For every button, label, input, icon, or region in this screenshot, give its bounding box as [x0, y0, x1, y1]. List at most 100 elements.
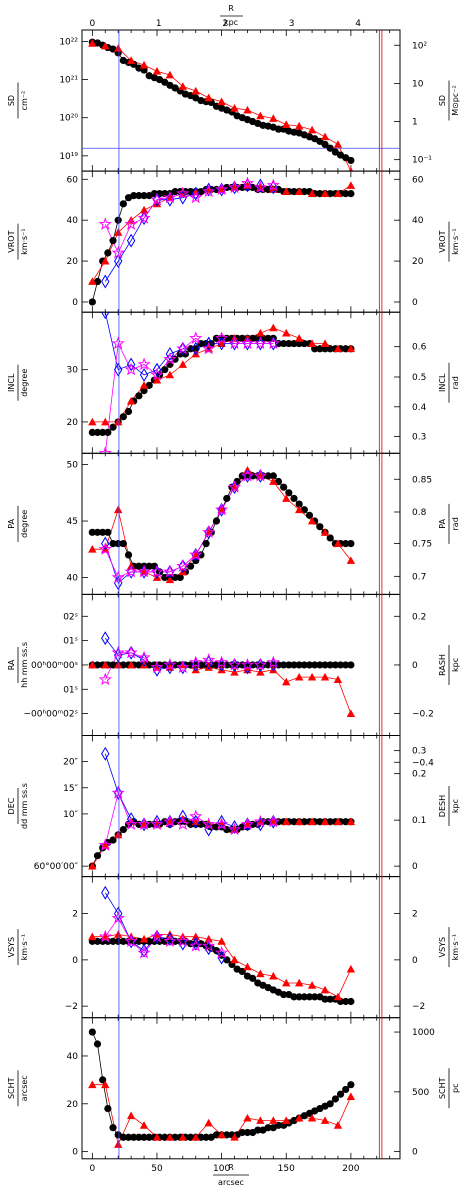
data-point — [331, 661, 339, 669]
data-point — [333, 140, 343, 148]
data-point — [346, 181, 356, 189]
data-point — [333, 189, 343, 197]
data-point — [165, 347, 175, 361]
data-point — [161, 366, 169, 374]
data-point — [290, 339, 298, 348]
data-point — [101, 631, 110, 646]
left-tick-label: 10²⁰ — [59, 114, 78, 124]
data-point — [300, 661, 308, 669]
data-point — [163, 564, 177, 578]
data-point — [176, 350, 184, 358]
left-axis-title-den: arcsec — [20, 1075, 29, 1101]
right-axis-title-den: km·s⁻¹ — [451, 934, 460, 961]
data-point — [135, 661, 143, 669]
left-tick-label: 02ˢ — [63, 612, 78, 622]
data-point — [347, 1081, 355, 1089]
left-tick-label: 0 — [72, 1148, 78, 1158]
right-tick-label: 0.2 — [412, 612, 426, 622]
bottom-axis-label-den: arcsec — [218, 1178, 244, 1187]
data-point — [101, 417, 110, 426]
data-point — [290, 661, 298, 669]
left-axis-title-den: km·s⁻¹ — [20, 228, 29, 255]
data-point — [101, 1080, 110, 1089]
right-tick-label: 0 — [412, 956, 418, 966]
data-point — [294, 187, 304, 195]
series-markers-circle — [88, 334, 355, 436]
panel-vsys: 2 0 −2 2 0 −2 VSYS km·s⁻¹ VSYS km·s⁻¹ — [7, 876, 460, 1019]
data-point — [346, 964, 356, 973]
data-point — [285, 661, 293, 669]
data-point — [165, 1133, 175, 1141]
right-tick-label: 0.1 — [412, 816, 426, 826]
data-point — [140, 192, 148, 200]
series-markers-triangle — [88, 323, 356, 426]
series-line — [92, 337, 351, 433]
data-point — [253, 814, 267, 828]
data-point — [321, 995, 329, 1003]
data-point — [280, 483, 288, 491]
data-point — [307, 981, 317, 989]
bottom-axis-tick-label: 50 — [151, 1164, 163, 1174]
data-point — [191, 936, 200, 951]
data-point — [114, 362, 123, 377]
data-point — [300, 818, 308, 826]
data-point — [217, 937, 226, 945]
data-point — [282, 120, 291, 128]
left-axis-title-num: INCL — [7, 373, 16, 392]
data-point — [342, 540, 350, 548]
data-point — [326, 189, 334, 198]
data-point — [253, 658, 267, 671]
panel-dec: 60°00′00″ 10″ 15″ 20″ 0 0.1 0.2 0.3 DEC dd mm ss.… — [7, 735, 460, 878]
left-tick-label: 40 — [67, 216, 79, 226]
data-point — [253, 468, 267, 482]
data-point — [126, 817, 136, 826]
data-point — [124, 934, 138, 947]
data-point — [346, 556, 356, 564]
right-axis-title-num: PA — [438, 518, 447, 528]
panel-ra: 02ˢ 01ˢ 00ʰ00ᵐ00ˢ 01ˢ −00ʰ00ᵐ02ˢ 0.2 0 −0.2 −0.4… — [7, 593, 460, 768]
data-point — [321, 661, 329, 669]
data-point — [93, 1040, 102, 1048]
data-point — [320, 189, 330, 197]
data-point — [333, 817, 343, 826]
left-axis-title-den: dd mm ss.s — [20, 783, 29, 829]
data-point — [217, 665, 226, 674]
data-point — [333, 344, 343, 353]
data-point — [113, 44, 123, 52]
right-tick-label: 0 — [412, 298, 418, 308]
data-point — [191, 341, 200, 356]
data-point — [269, 1116, 278, 1124]
data-point — [290, 494, 298, 503]
panel-incl: 20 30 0.3 0.4 0.5 0.6 INCL degree INCL rad — [7, 311, 460, 454]
data-point — [163, 934, 177, 947]
data-point — [124, 362, 138, 376]
data-point — [150, 660, 164, 673]
right-axis-title-num: VROT — [438, 230, 447, 252]
data-point — [269, 185, 278, 193]
right-tick-label: 0.5 — [412, 373, 426, 383]
right-axis-title-den: kpc — [451, 799, 460, 813]
data-point — [282, 1116, 291, 1124]
data-point — [93, 528, 102, 536]
data-point — [266, 336, 280, 350]
bottom-axis: R arcsec 0 50 100 150 200 — [89, 1163, 359, 1187]
left-tick-label: 10²² — [59, 37, 78, 47]
data-point — [111, 245, 125, 259]
series-line — [104, 753, 274, 831]
data-point — [176, 660, 190, 673]
data-point — [150, 192, 164, 206]
data-point — [346, 344, 356, 353]
right-tick-label: 0.7 — [412, 572, 426, 582]
series-diamond — [104, 753, 274, 831]
data-point — [98, 217, 112, 230]
data-point — [202, 184, 216, 198]
data-point — [189, 939, 203, 952]
right-axis-title: SCHT pc — [438, 1068, 460, 1109]
left-axis-title: RA hh mm ss.s — [7, 642, 29, 688]
data-point — [238, 1128, 246, 1137]
top-axis: R kpc 0 1 2 3 4 — [89, 4, 361, 29]
data-point — [202, 817, 216, 830]
data-point — [264, 1124, 272, 1132]
data-point — [320, 528, 330, 536]
data-point — [204, 336, 213, 351]
